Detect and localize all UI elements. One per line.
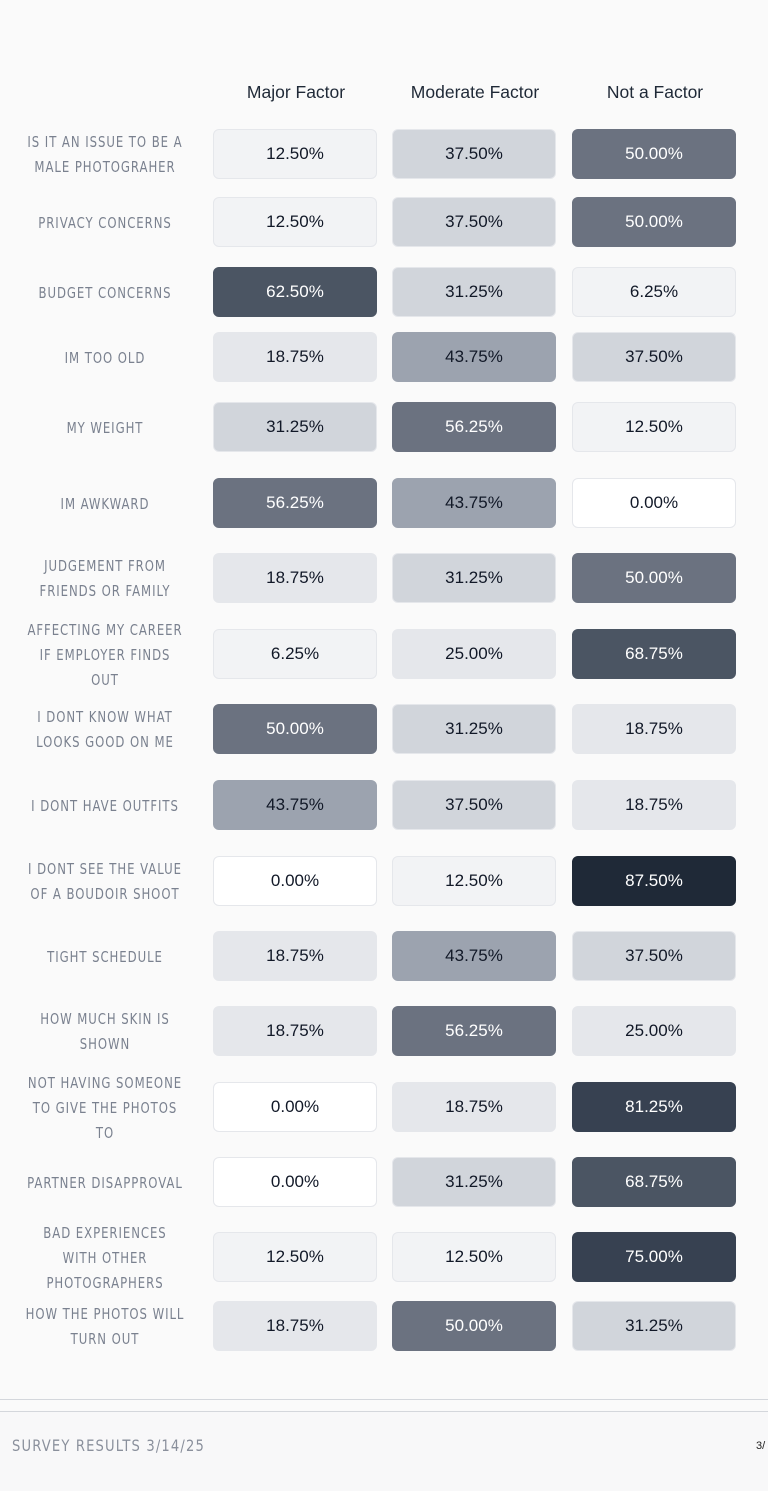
heatmap-cell: 18.75%	[392, 1082, 556, 1132]
row-label: BUDGET CONCERNS	[38, 283, 172, 302]
column-header: Major Factor	[246, 82, 346, 102]
heatmap-cell: 18.75%	[213, 1301, 377, 1351]
divider	[0, 1411, 768, 1412]
row-label: PARTNER DISAPPROVAL	[27, 1173, 183, 1192]
heatmap-cell: 12.50%	[213, 1232, 377, 1282]
heatmap-cell: 37.50%	[392, 129, 556, 179]
divider	[0, 1399, 768, 1400]
heatmap-cell: 25.00%	[392, 629, 556, 679]
heatmap-cell: 75.00%	[572, 1232, 736, 1282]
row-label: AFFECTING MY CAREER IF EMPLOYER FINDS OU…	[27, 620, 183, 689]
heatmap-cell: 81.25%	[572, 1082, 736, 1132]
row-label: PRIVACY CONCERNS	[38, 213, 172, 232]
row-label: I DONT KNOW WHAT LOOKS GOOD ON ME	[36, 708, 174, 751]
heatmap-cell: 12.50%	[392, 1232, 556, 1282]
heatmap-cell: 12.50%	[572, 402, 736, 452]
heatmap-cell: 31.25%	[572, 1301, 736, 1351]
heatmap-cell: 50.00%	[572, 553, 736, 603]
heatmap-cell: 6.25%	[572, 267, 736, 317]
heatmap-cell: 12.50%	[213, 197, 377, 247]
heatmap-cell: 18.75%	[213, 553, 377, 603]
page-number: 3/	[756, 1440, 766, 1452]
heatmap-cell: 68.75%	[572, 1157, 736, 1207]
footer-text: SURVEY RESULTS 3/14/25	[12, 1436, 205, 1455]
heatmap-cell: 37.50%	[392, 197, 556, 247]
heatmap-cell: 31.25%	[392, 553, 556, 603]
heatmap-cell: 0.00%	[213, 1082, 377, 1132]
column-header: Not a Factor	[606, 82, 704, 102]
heatmap-cell: 31.25%	[392, 704, 556, 754]
heatmap-cell: 37.50%	[572, 931, 736, 981]
heatmap-cell: 25.00%	[572, 1006, 736, 1056]
heatmap-cell: 18.75%	[572, 704, 736, 754]
heatmap-cell: 87.50%	[572, 856, 736, 906]
heatmap-cell: 31.25%	[392, 267, 556, 317]
heatmap-cell: 18.75%	[213, 332, 377, 382]
heatmap-cell: 0.00%	[213, 856, 377, 906]
heatmap-cell: 6.25%	[213, 629, 377, 679]
heatmap-cell: 18.75%	[572, 780, 736, 830]
row-label: I DONT SEE THE VALUE OF A BOUDOIR SHOOT	[28, 860, 182, 903]
row-label: BAD EXPERIENCES WITH OTHER PHOTOGRAPHERS	[43, 1223, 167, 1292]
heatmap-cell: 31.25%	[392, 1157, 556, 1207]
column-header: Moderate Factor	[410, 82, 540, 102]
heatmap-cell: 43.75%	[213, 780, 377, 830]
heatmap-cell: 50.00%	[392, 1301, 556, 1351]
heatmap-cell: 68.75%	[572, 629, 736, 679]
heatmap-cell: 12.50%	[392, 856, 556, 906]
row-label: IM AWKWARD	[60, 494, 150, 513]
heatmap-cell: 43.75%	[392, 332, 556, 382]
heatmap-cell: 56.25%	[392, 1006, 556, 1056]
heatmap-cell: 56.25%	[213, 478, 377, 528]
heatmap-cell: 18.75%	[213, 1006, 377, 1056]
row-label: NOT HAVING SOMEONE TO GIVE THE PHOTOS TO	[27, 1073, 183, 1142]
row-label: HOW MUCH SKIN IS SHOWN	[40, 1010, 170, 1053]
row-label: IS IT AN ISSUE TO BE A MALE PHOTOGRAHER	[27, 133, 183, 176]
heatmap-cell: 37.50%	[392, 780, 556, 830]
row-label: TIGHT SCHEDULE	[47, 947, 163, 966]
heatmap-cell: 12.50%	[213, 129, 377, 179]
heatmap-cell: 37.50%	[572, 332, 736, 382]
heatmap-cell: 50.00%	[213, 704, 377, 754]
row-label: IM TOO OLD	[64, 348, 146, 367]
heatmap-cell: 31.25%	[213, 402, 377, 452]
row-label: JUDGEMENT FROM FRIENDS OR FAMILY	[39, 557, 171, 600]
footer-bar	[0, 1411, 768, 1491]
heatmap-cell: 43.75%	[392, 478, 556, 528]
heatmap-cell: 18.75%	[213, 931, 377, 981]
heatmap-cell: 0.00%	[213, 1157, 377, 1207]
heatmap-cell: 50.00%	[572, 129, 736, 179]
row-label: MY WEIGHT	[66, 418, 144, 437]
heatmap-cell: 56.25%	[392, 402, 556, 452]
heatmap-cell: 0.00%	[572, 478, 736, 528]
heatmap-cell: 50.00%	[572, 197, 736, 247]
heatmap-cell: 62.50%	[213, 267, 377, 317]
row-label: I DONT HAVE OUTFITS	[31, 796, 179, 815]
heatmap-cell: 43.75%	[392, 931, 556, 981]
row-label: HOW THE PHOTOS WILL TURN OUT	[25, 1305, 185, 1348]
